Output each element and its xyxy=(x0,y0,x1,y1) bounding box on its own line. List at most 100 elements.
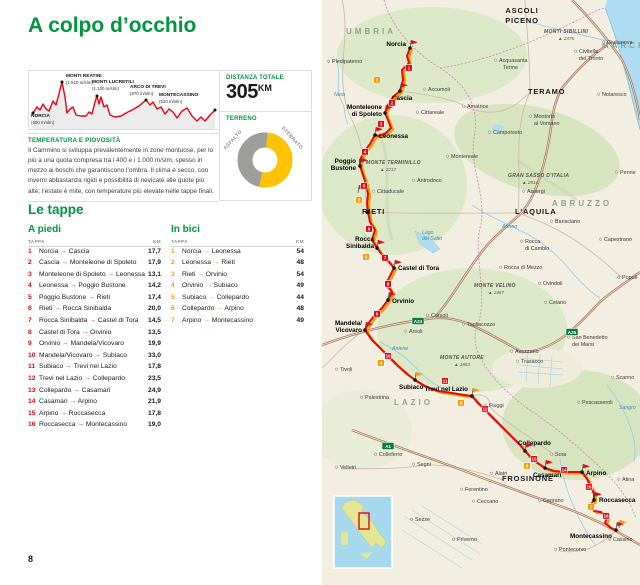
flag-icon xyxy=(395,260,402,265)
map-label-town: Sora xyxy=(555,452,566,458)
stage-tables: A piedi TAPPA KM 1 Norcia → Cascia 17,7 2 Ca… xyxy=(28,224,304,433)
map-label-route: Leonessa xyxy=(379,133,409,140)
map-label-town: Tivoli xyxy=(340,367,352,373)
town-dot xyxy=(494,58,498,62)
climate-box: TEMPERATURA E PIOVOSITÀ Il Cammino si sv… xyxy=(28,133,218,202)
flag-pole xyxy=(359,157,362,167)
town-dot xyxy=(410,517,414,521)
map-label-route: Norcia xyxy=(386,41,406,48)
map-label-town: Tagliacozzo xyxy=(467,322,495,328)
map-label-route: Cascia xyxy=(392,95,413,102)
walk-stage-marker xyxy=(360,182,368,190)
flag-icon xyxy=(473,388,480,393)
town-dot xyxy=(516,359,520,363)
flag-pole xyxy=(364,321,367,331)
map-label-town: Rocca xyxy=(525,239,540,245)
map-label-water: Aniene xyxy=(391,346,408,352)
map-label-town: Notaresco xyxy=(602,92,627,98)
map-label-town: Giulianova xyxy=(607,40,632,46)
map-label-town: Avezzano xyxy=(515,349,539,355)
map-label-town: del Tronto xyxy=(579,56,603,62)
flag-pole xyxy=(581,463,584,473)
map-label-town: Rocca di Mezzo xyxy=(504,265,542,271)
map-label-route: Orvinio xyxy=(392,298,414,305)
map-label-route: Roccasecca xyxy=(599,497,636,504)
town-dot xyxy=(520,239,524,243)
map-label-town: Cassino xyxy=(613,537,632,543)
map-label-route: Sinibalda xyxy=(346,243,374,250)
map-label-route: Montecassino xyxy=(570,533,612,540)
bike-stage-marker xyxy=(457,399,465,407)
map-label-town: Pescasseroli xyxy=(582,400,613,406)
map-label-route: Rocca xyxy=(355,236,374,243)
table-row: 6 Rieti → Rocca Sinibalda 20,0 xyxy=(28,305,162,313)
walk-stage-marker xyxy=(384,352,392,360)
profile-peak-label: ARCO DI TREVI (970 m/slm) xyxy=(130,85,166,96)
table-row: 8 Castel di Tora → Orvinio 13,5 xyxy=(28,328,162,336)
table-row: 3 Rieti → Orvinio 54 xyxy=(171,270,304,278)
map-label-town: Campotosto xyxy=(493,130,522,136)
map-boundaries xyxy=(383,0,637,519)
town-dot xyxy=(423,87,427,91)
map-label-town: Amatrice xyxy=(467,104,488,110)
walk-stage-marker-number: 7 xyxy=(384,256,387,261)
map-label-town: Ceprano xyxy=(543,498,564,504)
map-label-town: Antrodoco xyxy=(417,178,442,184)
route-town-dot xyxy=(366,210,370,214)
highway-shield-label: A1 xyxy=(385,444,391,449)
table-row: 6 Collepardo → Arpino 48 xyxy=(171,305,304,313)
town-dot xyxy=(488,130,492,134)
walk-stage-marker-number: 15 xyxy=(586,485,592,490)
peak-elevation: ▲ 2914 xyxy=(522,180,538,185)
town-dot xyxy=(335,465,339,469)
climate-text: Il Cammino si sviluppa prevalentemente i… xyxy=(28,146,214,195)
map-label-region: ABRUZZO xyxy=(552,199,612,208)
bike-stage-marker-number: 3 xyxy=(365,255,368,260)
walk-stage-marker-number: 5 xyxy=(363,184,366,189)
town-dot xyxy=(529,114,533,118)
map-label-water: Nera xyxy=(334,92,345,98)
map-sea xyxy=(604,0,640,131)
walk-stage-marker xyxy=(602,512,610,520)
town-dot xyxy=(611,375,615,379)
map-label-town: Carsoli xyxy=(431,313,448,319)
town-dot xyxy=(538,498,542,502)
bike-stage-marker-number: 7 xyxy=(590,505,593,510)
map-label-town: Alatri xyxy=(495,471,507,477)
town-dot xyxy=(550,452,554,456)
map-label-water: Lago xyxy=(422,230,434,236)
flag-pole xyxy=(524,442,527,452)
map-label-town: Cittareale xyxy=(421,110,444,116)
flag-icon xyxy=(620,520,627,525)
bike-stage-marker xyxy=(362,253,370,261)
table-row: 2 Cascia → Monteleone di Spoleto 17,9 xyxy=(28,259,162,267)
elevation-chart xyxy=(31,80,217,129)
bike-stage-marker xyxy=(373,76,381,84)
table-row: 16 Roccasecca → Montecassino 19,0 xyxy=(28,421,162,429)
map-label-city: RIETI xyxy=(362,207,385,216)
page-title: A colpo d’occhio xyxy=(28,14,197,37)
walk-stage-marker xyxy=(481,405,489,413)
map-label-town: Fiuggi xyxy=(489,403,504,409)
peak-elevation: ▲ 2487 xyxy=(488,290,504,295)
map-label-route: Monteleone xyxy=(347,104,382,111)
flag-icon xyxy=(378,240,385,245)
col-tappa: TAPPA xyxy=(171,239,188,244)
walk-stage-marker-number: 6 xyxy=(368,227,371,232)
map-label-route: Vicovaro xyxy=(336,327,363,334)
bike-stage-marker-number: 1 xyxy=(376,78,379,83)
map-label-town: Sezze xyxy=(415,517,430,523)
map-label-town: di Cambio xyxy=(525,246,549,252)
map-label-water: del Salto xyxy=(422,236,442,242)
walk-stage-marker-number: 3 xyxy=(380,122,383,127)
map-label-route: Subiaco xyxy=(399,384,424,391)
flag-pole xyxy=(471,387,474,397)
flag-pole xyxy=(615,521,618,531)
stats-box: DISTANZA TOTALE 305KM TERRENO ASFALTO ST… xyxy=(219,70,312,201)
town-dot xyxy=(446,154,450,158)
flag-icon xyxy=(366,322,373,327)
map-label-town: Palestrina xyxy=(365,395,389,401)
town-dot xyxy=(374,452,378,456)
bike-table: In bici TAPPA KM 1 Norcia → Leonessa 54 2 Le… xyxy=(171,224,304,433)
map-label-town: Ovindoli xyxy=(543,281,562,287)
